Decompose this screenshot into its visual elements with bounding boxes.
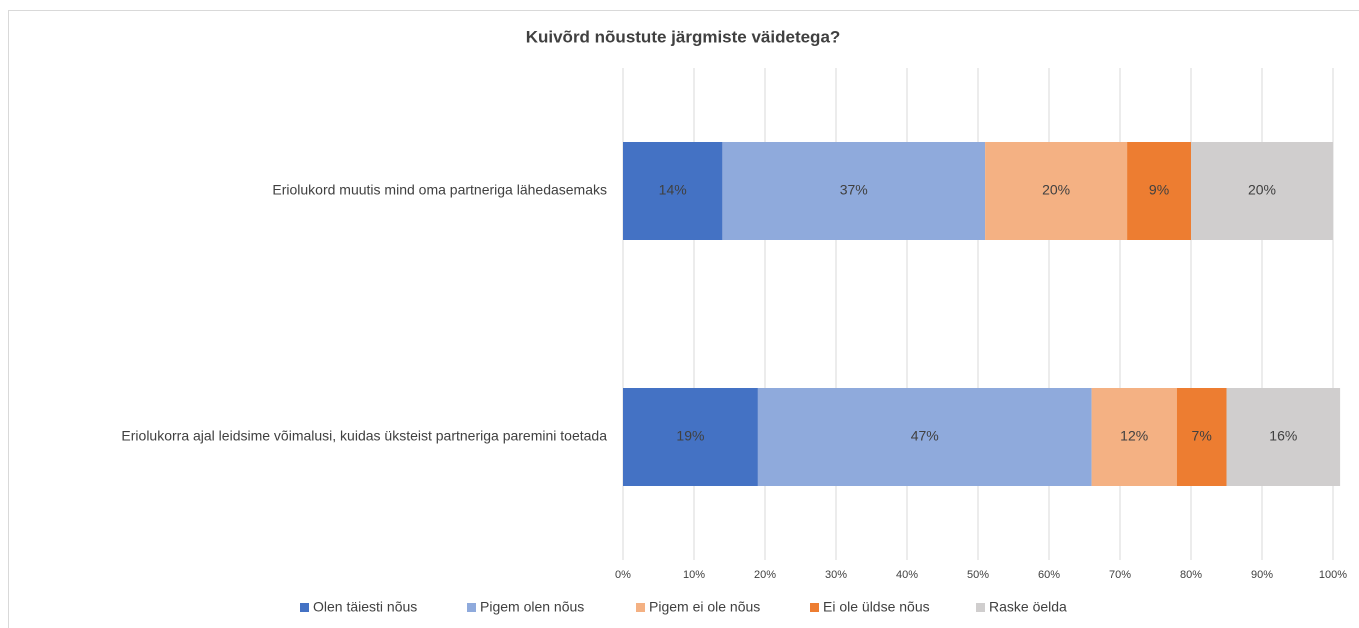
chart-border	[8, 10, 1359, 628]
data-label: 19%	[676, 428, 704, 444]
x-tick-label: 40%	[896, 569, 918, 581]
chart-title: Kuivõrd nõustute järgmiste väidetega?	[526, 27, 841, 46]
x-tick-label: 10%	[683, 569, 705, 581]
data-label: 47%	[911, 428, 939, 444]
x-tick-label: 20%	[754, 569, 776, 581]
bar-segment	[1191, 142, 1333, 240]
x-tick-label: 100%	[1319, 569, 1347, 581]
x-tick-label: 30%	[825, 569, 847, 581]
data-label: 37%	[840, 182, 868, 198]
bar-segment	[1127, 142, 1191, 240]
x-tick-label: 60%	[1038, 569, 1060, 581]
x-tick-label: 90%	[1251, 569, 1273, 581]
bar-segment	[1226, 388, 1341, 486]
x-tick-label: 50%	[967, 569, 989, 581]
legend-label: Pigem ei ole nõus	[649, 599, 760, 615]
bar-segment	[623, 388, 758, 486]
bar-segment	[1091, 388, 1177, 486]
legend-swatch	[976, 603, 985, 612]
data-label: 20%	[1248, 182, 1276, 198]
legend-label: Pigem olen nõus	[480, 599, 584, 615]
bar-segment	[623, 142, 723, 240]
x-tick-label: 80%	[1180, 569, 1202, 581]
bar-segment	[1176, 388, 1227, 486]
y-tick-label: Eriolukorra ajal leidsime võimalusi, kui…	[121, 428, 607, 444]
legend-label: Raske öelda	[989, 599, 1067, 615]
legend-swatch	[636, 603, 645, 612]
bar-segment	[722, 142, 986, 240]
x-tick-label: 70%	[1109, 569, 1131, 581]
data-label: 20%	[1042, 182, 1070, 198]
x-tick-label: 0%	[615, 569, 631, 581]
data-label: 7%	[1192, 428, 1212, 444]
y-tick-label: Eriolukord muutis mind oma partneriga lä…	[272, 182, 607, 198]
legend-label: Ei ole üldse nõus	[823, 599, 930, 615]
bar-segment	[757, 388, 1092, 486]
legend-swatch	[810, 603, 819, 612]
data-label: 14%	[659, 182, 687, 198]
legend-swatch	[467, 603, 476, 612]
legend-label: Olen täiesti nõus	[313, 599, 417, 615]
data-label: 12%	[1120, 428, 1148, 444]
legend-swatch	[300, 603, 309, 612]
data-label: 16%	[1269, 428, 1297, 444]
data-label: 9%	[1149, 182, 1169, 198]
bar-segment	[985, 142, 1128, 240]
